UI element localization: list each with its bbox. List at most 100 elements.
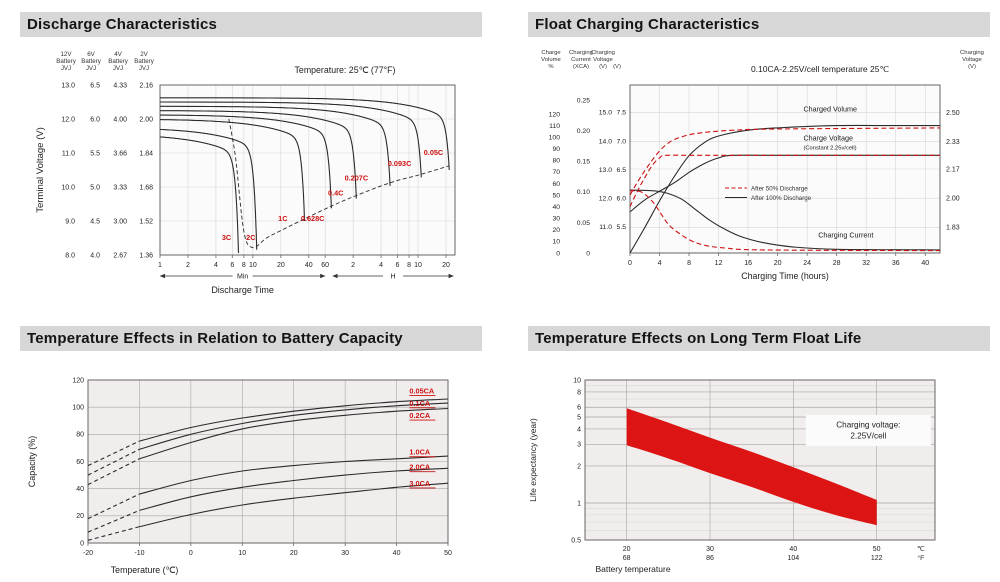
svg-text:36: 36: [892, 260, 900, 267]
svg-text:100: 100: [72, 405, 84, 412]
section-header-capacity: Temperature Effects in Relation to Batte…: [20, 326, 482, 351]
svg-text:2.00: 2.00: [946, 196, 960, 203]
svg-text:8: 8: [687, 260, 691, 267]
svg-text:-20: -20: [83, 550, 93, 557]
svg-text:2.67: 2.67: [113, 252, 127, 259]
svg-text:0.4C: 0.4C: [328, 189, 344, 198]
svg-text:4.00: 4.00: [113, 116, 127, 123]
svg-text:Discharge Time: Discharge Time: [211, 285, 274, 295]
svg-text:1.68: 1.68: [139, 184, 153, 191]
svg-text:Current: Current: [571, 57, 591, 63]
svg-text:Terminal Voltage (V): Terminal Voltage (V): [35, 127, 46, 213]
svg-text:120: 120: [549, 111, 561, 118]
svg-text:68: 68: [623, 555, 631, 562]
section-header-discharge: Discharge Characteristics: [20, 12, 482, 37]
svg-text:20: 20: [623, 546, 631, 553]
svg-text:Battery: Battery: [134, 58, 155, 65]
svg-text:Battery temperature: Battery temperature: [595, 564, 670, 574]
svg-text:Min: Min: [237, 274, 248, 281]
discharge-characteristics-chart: 12VBatteryJVJ13.012.011.010.09.08.06VBat…: [35, 51, 456, 295]
svg-text:0: 0: [556, 250, 560, 257]
svg-text:86: 86: [706, 555, 714, 562]
svg-text:Temperature (℃): Temperature (℃): [111, 565, 179, 575]
svg-text:80: 80: [552, 158, 560, 165]
svg-text:0.628C: 0.628C: [301, 214, 325, 223]
svg-text:Volume: Volume: [541, 57, 561, 63]
svg-text:11.0: 11.0: [62, 150, 75, 157]
svg-text:JVJ: JVJ: [86, 65, 96, 72]
svg-text:6.0: 6.0: [617, 195, 627, 202]
svg-text:8: 8: [577, 389, 581, 396]
svg-text:15.0: 15.0: [599, 110, 612, 117]
svg-text:120: 120: [72, 377, 84, 384]
svg-text:50: 50: [552, 192, 560, 199]
float-charging-characteristics-chart: 2.502.332.172.001.83ChargeVolume%1201101…: [541, 50, 984, 281]
svg-text:Charging: Charging: [569, 50, 593, 56]
svg-text:40: 40: [552, 204, 560, 211]
svg-text:2.50: 2.50: [946, 110, 960, 117]
svg-text:10: 10: [249, 262, 257, 269]
svg-text:Charging voltage:: Charging voltage:: [836, 420, 900, 429]
svg-text:4: 4: [379, 262, 383, 269]
svg-text:0.093C: 0.093C: [388, 159, 412, 168]
svg-text:0.207C: 0.207C: [345, 174, 369, 183]
svg-text:60: 60: [321, 262, 329, 269]
svg-text:30: 30: [552, 216, 560, 223]
svg-text:0.10CA-2.25V/cell temperature: 0.10CA-2.25V/cell temperature 25℃: [751, 64, 890, 74]
svg-text:8.0: 8.0: [65, 252, 75, 259]
svg-text:6: 6: [395, 262, 399, 269]
svg-text:20: 20: [552, 227, 560, 234]
svg-text:104: 104: [787, 555, 799, 562]
svg-text:0.05C: 0.05C: [424, 148, 444, 157]
svg-text:20: 20: [442, 262, 450, 269]
svg-text:122: 122: [871, 555, 883, 562]
svg-text:50: 50: [873, 546, 881, 553]
svg-text:2.00: 2.00: [139, 116, 153, 123]
svg-text:30: 30: [341, 550, 349, 557]
svg-text:4: 4: [658, 260, 662, 267]
svg-text:12.0: 12.0: [599, 195, 612, 202]
float-life-chart: 1086543210.5206830864010450122℃°FChargin…: [528, 377, 936, 574]
svg-text:100: 100: [549, 134, 561, 141]
svg-text:8: 8: [407, 262, 411, 269]
svg-text:0: 0: [628, 260, 632, 267]
svg-text:20: 20: [290, 550, 298, 557]
svg-text:10: 10: [573, 377, 581, 384]
svg-text:4.33: 4.33: [113, 82, 127, 89]
svg-text:60: 60: [552, 181, 560, 188]
section-header-float-charging: Float Charging Characteristics: [528, 12, 990, 37]
svg-text:(V): (V): [613, 64, 621, 70]
svg-text:80: 80: [76, 432, 84, 439]
svg-text:40: 40: [393, 550, 401, 557]
svg-text:1: 1: [577, 500, 581, 507]
svg-text:-10: -10: [134, 550, 144, 557]
svg-text:%: %: [548, 64, 554, 70]
svg-text:0.15: 0.15: [577, 159, 590, 166]
svg-text:0.5: 0.5: [571, 537, 581, 544]
svg-text:20: 20: [76, 513, 84, 520]
svg-text:4.0: 4.0: [90, 252, 100, 259]
svg-text:Voltage: Voltage: [962, 57, 982, 63]
svg-text:50: 50: [444, 550, 452, 557]
svg-text:30: 30: [706, 546, 714, 553]
svg-text:12.0: 12.0: [61, 116, 75, 123]
svg-text:2.16: 2.16: [139, 82, 153, 89]
svg-text:0.2CA: 0.2CA: [409, 411, 430, 420]
svg-text:2.0CA: 2.0CA: [409, 463, 430, 472]
svg-text:7.0: 7.0: [617, 138, 627, 145]
svg-text:Temperature: 25℃ (77°F): Temperature: 25℃ (77°F): [295, 65, 396, 75]
svg-text:2: 2: [577, 463, 581, 470]
svg-text:After 100% Discharge: After 100% Discharge: [751, 195, 812, 202]
svg-text:4: 4: [577, 426, 581, 433]
svg-text:11.0: 11.0: [599, 224, 612, 231]
svg-text:0.05CA: 0.05CA: [409, 387, 434, 396]
svg-text:16: 16: [744, 260, 752, 267]
svg-text:Charging Time (hours): Charging Time (hours): [741, 271, 829, 281]
svg-text:8: 8: [242, 262, 246, 269]
section-title-float-life: Temperature Effects on Long Term Float L…: [535, 330, 862, 347]
svg-text:JVJ: JVJ: [113, 65, 123, 72]
svg-text:1.52: 1.52: [139, 218, 153, 225]
svg-text:0.25: 0.25: [577, 98, 590, 105]
svg-text:5: 5: [577, 414, 581, 421]
